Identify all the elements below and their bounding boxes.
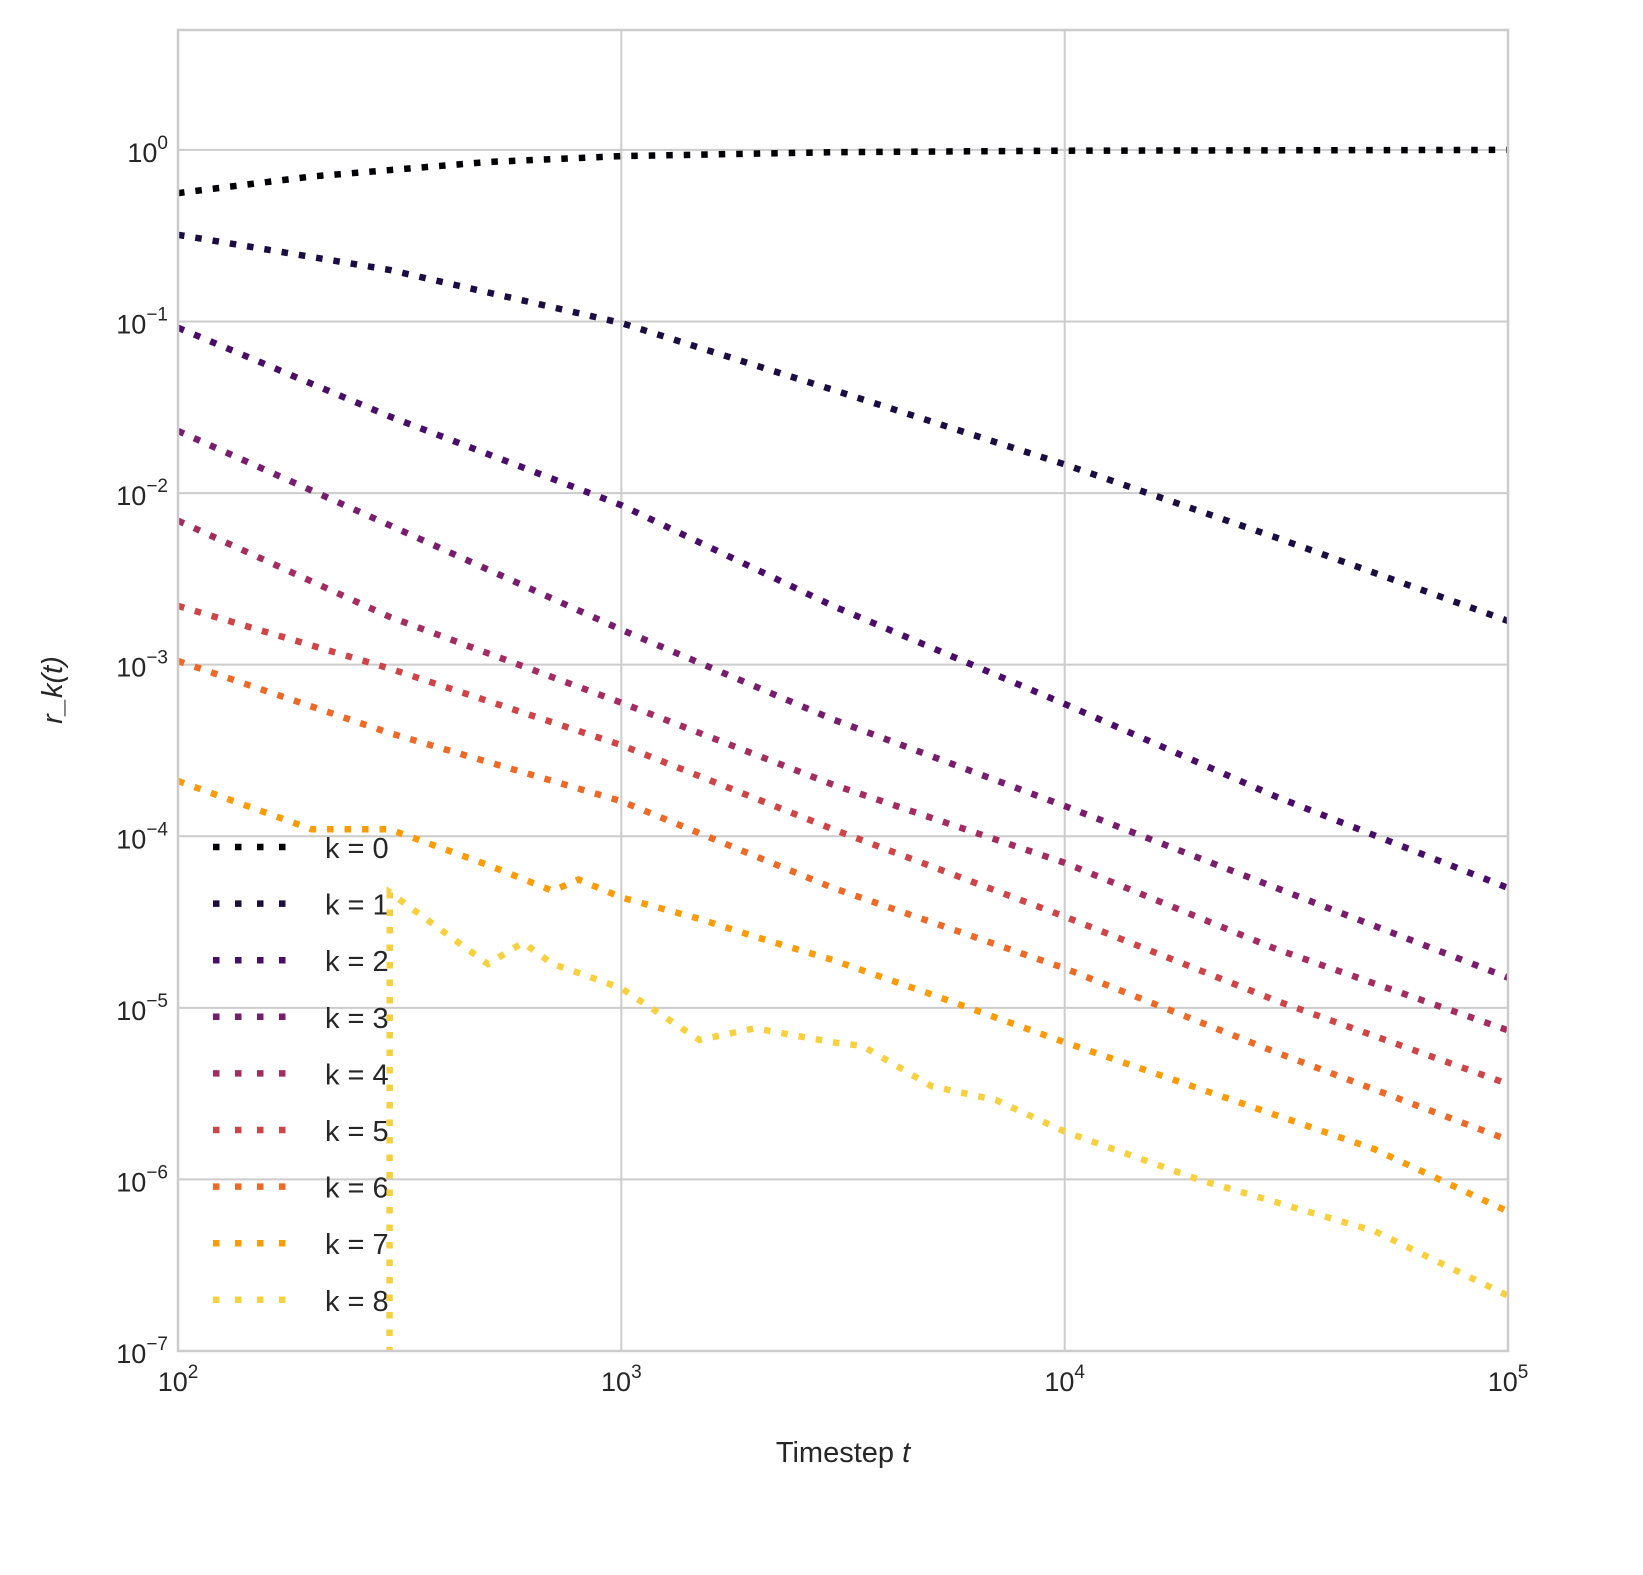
- y-tick-label: 10−2: [116, 476, 168, 511]
- legend-label-k1: k = 1: [325, 890, 389, 922]
- legend-label-k7: k = 7: [325, 1229, 389, 1261]
- series-lines: [178, 146, 1508, 1351]
- y-tick-base: 10: [116, 653, 146, 683]
- y-tick-exp: −2: [146, 476, 168, 497]
- legend-label-k5: k = 5: [325, 1116, 389, 1148]
- x-axis-label-text: Timestep: [776, 1437, 894, 1469]
- y-tick-base: 10: [127, 138, 157, 168]
- y-tick-base: 10: [116, 1339, 146, 1369]
- x-axis-label-var: t: [902, 1437, 912, 1469]
- legend-label-k2: k = 2: [325, 946, 389, 978]
- series-line-k3: [178, 428, 1508, 981]
- x-tick-exp: 5: [1518, 1362, 1529, 1383]
- legend: k = 0 k = 1 k = 2 k = 3 k = 4 k = 5 k = 6 k = 7…: [213, 833, 389, 1318]
- y-tick-label: 100: [127, 133, 168, 168]
- grid: [177, 30, 1509, 1352]
- plot-frame: [176, 28, 1510, 1353]
- x-tick-exp: 2: [188, 1362, 199, 1383]
- y-tick-label: 10−3: [116, 648, 168, 683]
- x-tick-label: 105: [1488, 1362, 1529, 1397]
- y-tick-label: 10−1: [116, 305, 168, 340]
- y-tick-label: 10−6: [116, 1162, 168, 1197]
- series-line-k2: [178, 324, 1508, 891]
- y-tick-base: 10: [116, 996, 146, 1026]
- series-line-k0: [178, 146, 1508, 197]
- series-line-k4: [178, 517, 1508, 1034]
- y-tick-base: 10: [116, 310, 146, 340]
- x-tick-base: 10: [601, 1367, 631, 1397]
- series-line-k1: [178, 231, 1508, 624]
- y-tick-exp: −7: [146, 1334, 168, 1355]
- legend-label-k0: k = 0: [325, 833, 389, 865]
- legend-label-k4: k = 4: [325, 1059, 389, 1091]
- x-tick-base: 10: [158, 1367, 188, 1397]
- x-tick-exp: 4: [1074, 1362, 1085, 1383]
- y-tick-exp: 0: [157, 133, 168, 154]
- y-tick-exp: −4: [146, 819, 168, 840]
- y-tick-exp: −5: [146, 991, 168, 1012]
- y-axis-label: r_k(t): [37, 656, 69, 724]
- y-tick-label: 10−4: [116, 819, 168, 854]
- x-tick-labels: 102 103 104 105: [158, 1362, 1529, 1397]
- x-tick-label: 104: [1044, 1362, 1085, 1397]
- series-line-k8: [386, 886, 1508, 1351]
- y-tick-label: 10−5: [116, 991, 168, 1026]
- legend-label-k3: k = 3: [325, 1003, 389, 1035]
- y-tick-base: 10: [116, 481, 146, 511]
- legend-label-k8: k = 8: [325, 1286, 389, 1318]
- x-tick-label: 102: [158, 1362, 199, 1397]
- x-tick-exp: 3: [631, 1362, 642, 1383]
- y-tick-base: 10: [116, 1167, 146, 1197]
- x-axis-label: Timestep t: [776, 1437, 912, 1469]
- legend-label-k6: k = 6: [325, 1173, 389, 1205]
- x-tick-base: 10: [1044, 1367, 1074, 1397]
- y-tick-label: 10−7: [116, 1334, 168, 1369]
- x-tick-label: 103: [601, 1362, 642, 1397]
- y-tick-base: 10: [116, 824, 146, 854]
- x-tick-base: 10: [1488, 1367, 1518, 1397]
- y-tick-exp: −3: [146, 648, 168, 669]
- y-tick-exp: −1: [146, 305, 168, 326]
- y-tick-exp: −6: [146, 1162, 168, 1183]
